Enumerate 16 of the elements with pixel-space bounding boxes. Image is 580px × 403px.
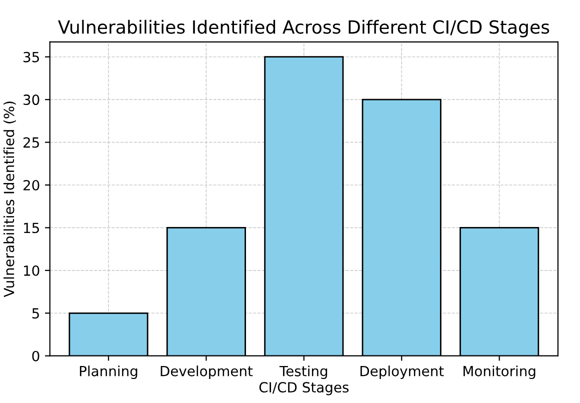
y-tick-label: 0 [32,350,40,362]
chart-title: Vulnerabilities Identified Across Different CI/CD Stages [58,20,550,38]
y-tick-label: 30 [24,94,40,106]
y-tick-label: 5 [32,308,39,319]
x-tick-label: Testing [279,366,328,380]
x-tick-label: Monitoring [464,366,536,380]
x-tick-label: Deployment [360,366,444,380]
y-tick-label: 15 [24,222,39,234]
y-tick-label: 20 [24,180,40,190]
y-tick-label: 35 [24,52,39,62]
y-tick-label: 10 [24,265,40,276]
x-tick-label: Development [160,366,253,380]
x-tick-label: Planning [80,366,138,380]
y-tick-label: 25 [24,137,39,148]
x-axis-title: CI/CD Stages [259,382,349,396]
y-axis-title: Vulnerabilities Identified (%) [3,102,16,298]
